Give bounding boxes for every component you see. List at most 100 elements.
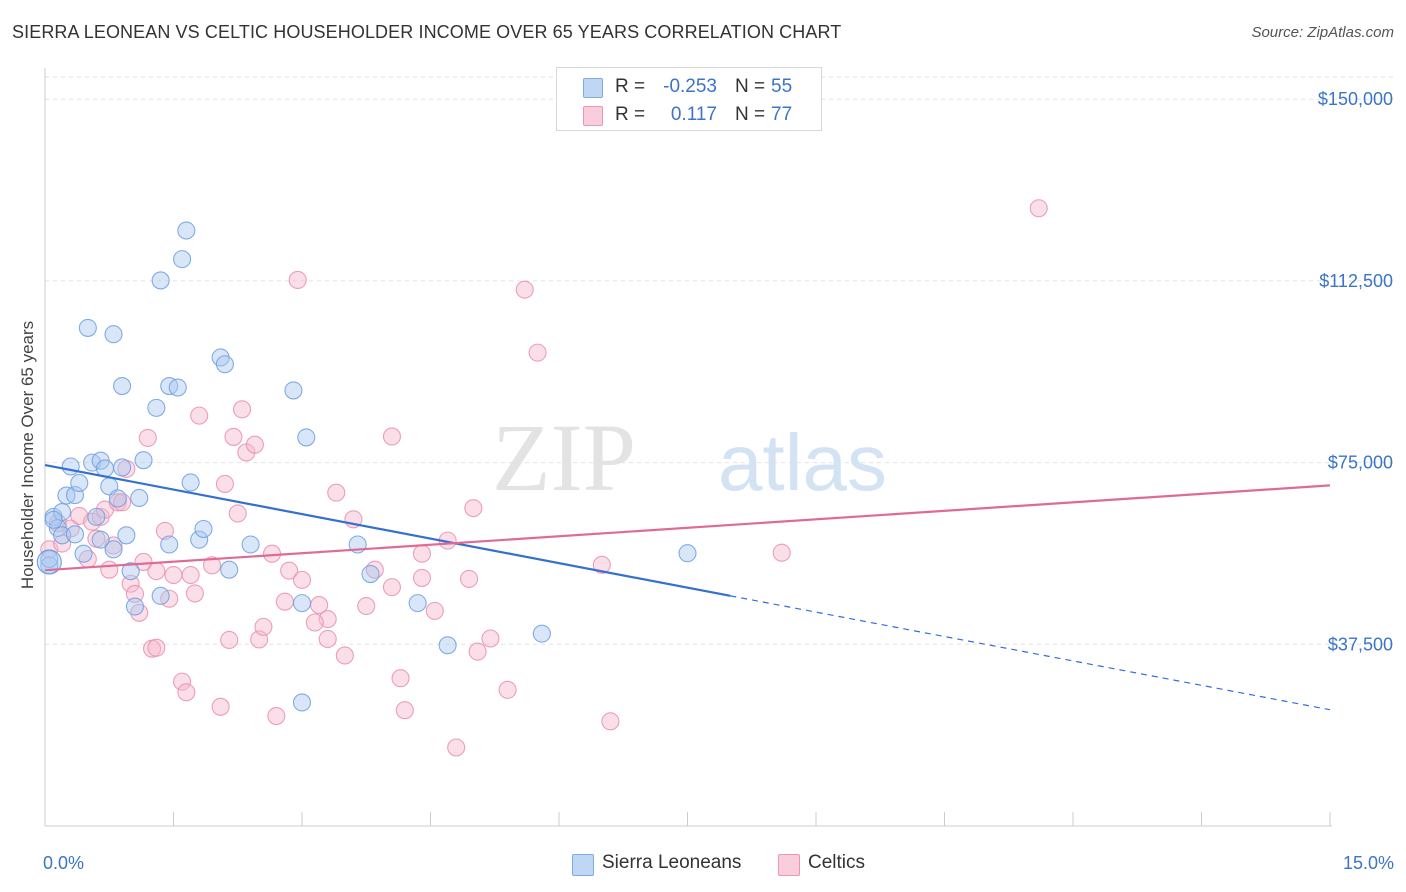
data-point[interactable]	[772, 543, 791, 562]
data-point[interactable]	[211, 697, 230, 716]
data-point[interactable]	[228, 504, 247, 523]
data-point[interactable]	[147, 562, 166, 581]
data-point[interactable]	[275, 592, 294, 611]
data-point[interactable]	[318, 629, 337, 649]
data-point[interactable]	[87, 507, 106, 526]
data-point[interactable]	[108, 489, 127, 508]
data-point[interactable]	[391, 669, 410, 688]
data-point[interactable]	[408, 594, 427, 613]
data-point[interactable]	[78, 318, 97, 337]
data-point[interactable]	[117, 526, 136, 545]
data-point[interactable]	[74, 544, 93, 563]
data-point[interactable]	[592, 555, 611, 574]
data-point[interactable]	[185, 584, 204, 603]
data-point[interactable]	[147, 398, 166, 417]
data-point[interactable]	[447, 738, 466, 757]
data-point[interactable]	[40, 549, 59, 569]
data-point[interactable]	[104, 325, 123, 344]
data-point[interactable]	[181, 473, 200, 492]
data-point[interactable]	[297, 428, 316, 447]
data-point[interactable]	[459, 569, 479, 588]
data-point[interactable]	[113, 377, 132, 396]
data-point[interactable]	[173, 672, 192, 691]
data-point[interactable]	[425, 601, 444, 620]
data-point[interactable]	[382, 578, 402, 597]
data-point[interactable]	[173, 250, 192, 269]
data-point[interactable]	[177, 683, 196, 702]
data-point[interactable]	[254, 617, 273, 636]
legend-label-sierra-leoneans: Sierra Leoneans	[602, 852, 742, 873]
data-point[interactable]	[1029, 199, 1048, 218]
data-point[interactable]	[292, 570, 312, 589]
data-point[interactable]	[61, 457, 80, 476]
data-point[interactable]	[515, 280, 534, 299]
data-point[interactable]	[91, 530, 110, 549]
data-point[interactable]	[151, 271, 170, 290]
data-point[interactable]	[65, 486, 85, 505]
data-point[interactable]	[382, 427, 402, 446]
data-point[interactable]	[267, 706, 286, 726]
data-point[interactable]	[335, 646, 354, 665]
data-point[interactable]	[395, 701, 414, 720]
data-point[interactable]	[292, 693, 312, 712]
data-point[interactable]	[130, 488, 149, 508]
data-point[interactable]	[481, 629, 500, 648]
data-point[interactable]	[678, 544, 697, 563]
data-point[interactable]	[232, 400, 252, 419]
data-point[interactable]	[357, 596, 376, 616]
data-point[interactable]	[168, 378, 187, 397]
data-point[interactable]	[468, 642, 487, 661]
data-point[interactable]	[241, 535, 260, 554]
stats-swatch-sierra-leoneans	[583, 78, 603, 98]
data-point[interactable]	[412, 568, 431, 587]
data-point[interactable]	[155, 521, 174, 540]
data-point[interactable]	[215, 474, 234, 493]
data-point[interactable]	[151, 586, 170, 605]
data-point[interactable]	[412, 544, 431, 563]
data-point[interactable]	[65, 525, 85, 544]
data-point[interactable]	[160, 535, 179, 554]
data-point[interactable]	[203, 556, 222, 575]
data-point[interactable]	[190, 406, 209, 425]
data-point[interactable]	[284, 381, 303, 400]
data-point[interactable]	[121, 562, 140, 581]
data-point[interactable]	[177, 221, 196, 240]
data-point[interactable]	[245, 435, 264, 454]
data-point[interactable]	[280, 561, 299, 580]
data-point[interactable]	[464, 499, 483, 518]
data-point[interactable]	[164, 565, 183, 585]
data-point[interactable]	[147, 638, 166, 657]
data-point[interactable]	[53, 526, 72, 545]
data-point[interactable]	[288, 270, 307, 290]
data-point[interactable]	[100, 560, 119, 579]
data-point[interactable]	[292, 594, 312, 613]
data-point[interactable]	[498, 680, 517, 699]
data-point[interactable]	[70, 473, 89, 493]
data-point[interactable]	[215, 355, 234, 374]
data-point[interactable]	[190, 530, 209, 549]
data-point[interactable]	[113, 458, 132, 477]
data-point[interactable]	[36, 549, 62, 575]
data-point[interactable]	[220, 630, 239, 649]
data-point[interactable]	[181, 565, 200, 585]
data-point[interactable]	[125, 584, 144, 603]
data-point[interactable]	[224, 427, 243, 446]
data-point[interactable]	[134, 552, 153, 571]
data-point[interactable]	[601, 712, 620, 731]
data-point[interactable]	[108, 493, 127, 512]
data-point[interactable]	[125, 597, 144, 616]
data-point[interactable]	[438, 636, 457, 655]
data-point[interactable]	[528, 343, 547, 362]
data-point[interactable]	[121, 574, 140, 593]
data-point[interactable]	[138, 428, 157, 447]
data-point[interactable]	[327, 483, 346, 502]
data-point[interactable]	[532, 624, 551, 643]
data-point[interactable]	[305, 613, 324, 632]
stats-box: R = -0.253 N = 55 R = 0.117 N = 77	[556, 67, 822, 131]
data-point[interactable]	[220, 560, 239, 579]
data-point[interactable]	[104, 540, 123, 559]
data-point[interactable]	[361, 565, 380, 584]
data-point[interactable]	[44, 510, 63, 529]
data-point[interactable]	[134, 451, 153, 470]
data-point[interactable]	[194, 519, 213, 539]
